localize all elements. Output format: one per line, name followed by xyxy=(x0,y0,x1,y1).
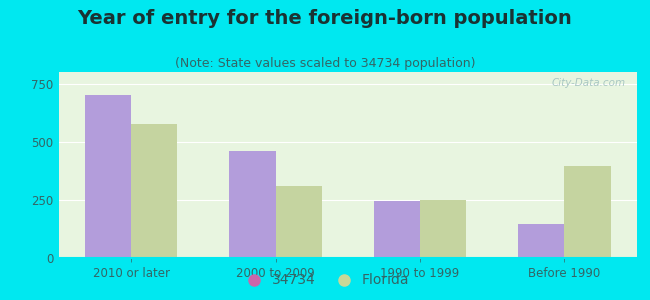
Bar xyxy=(564,166,611,258)
Text: (Note: State values scaled to 34734 population): (Note: State values scaled to 34734 popu… xyxy=(175,57,475,70)
Bar xyxy=(276,186,322,258)
Text: Year of entry for the foreign-born population: Year of entry for the foreign-born popul… xyxy=(77,9,573,28)
Bar xyxy=(84,95,131,258)
Bar xyxy=(518,224,564,258)
Bar xyxy=(374,201,420,258)
Bar xyxy=(420,200,466,258)
Text: City-Data.com: City-Data.com xyxy=(551,78,625,88)
Bar xyxy=(131,124,177,258)
Bar xyxy=(229,151,276,258)
Legend: 34734, Florida: 34734, Florida xyxy=(235,268,415,293)
